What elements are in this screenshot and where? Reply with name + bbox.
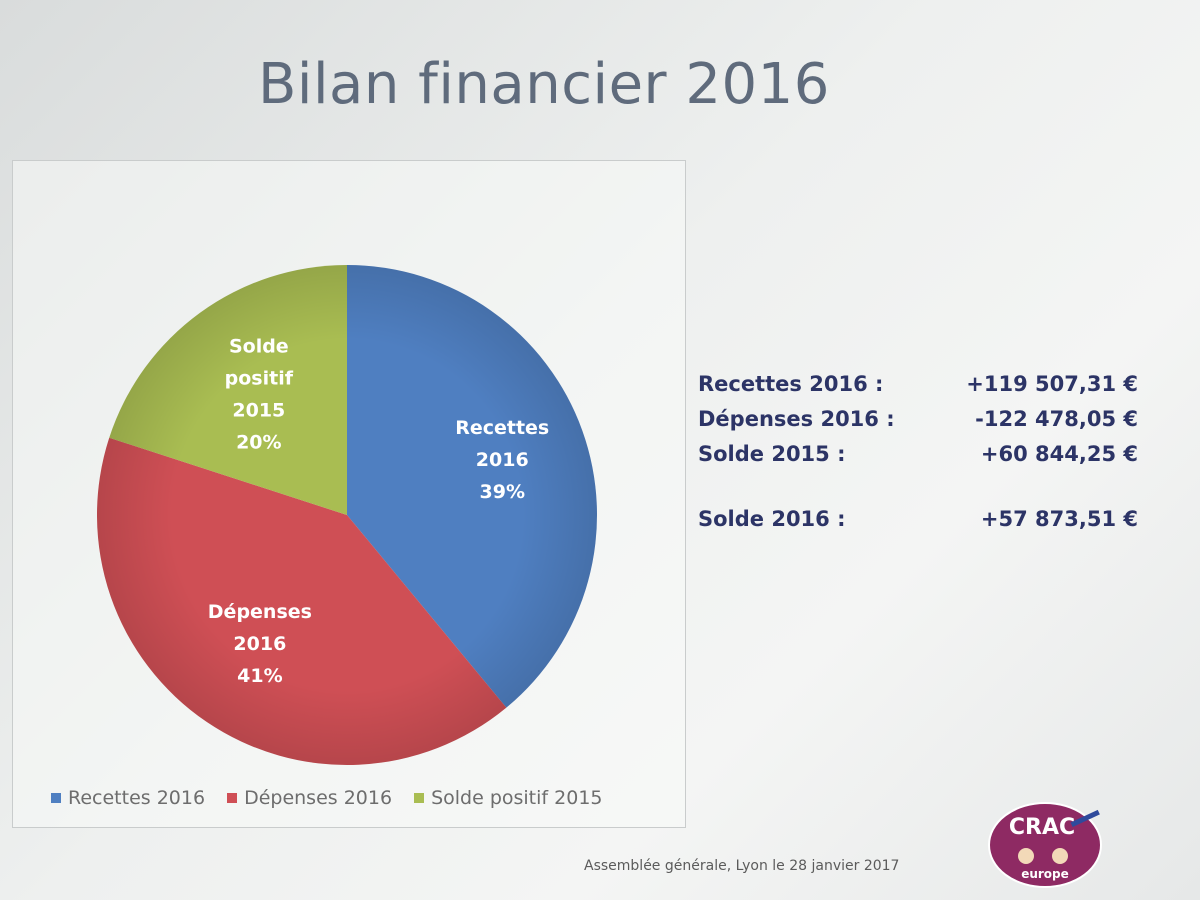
summary-total-value: +57 873,51 €: [980, 506, 1138, 531]
financial-summary: Recettes 2016 : +119 507,31 € Dépenses 2…: [698, 366, 1138, 536]
summary-value: -122 478,05 €: [975, 406, 1138, 431]
slice-label-3: Solde positif 2015 20%: [225, 336, 294, 454]
crac-europe-logo: CRAC europe: [988, 802, 1102, 888]
legend-label: Dépenses 2016: [244, 787, 393, 809]
slice-label-2: Dépenses 2016 41%: [208, 601, 312, 687]
summary-row-depenses: Dépenses 2016 : -122 478,05 €: [698, 401, 1138, 436]
summary-row-solde-2015: Solde 2015 : +60 844,25 €: [698, 436, 1138, 471]
summary-total-label: Solde 2016 :: [698, 506, 846, 531]
legend-item-2: Dépenses 2016: [227, 787, 392, 809]
summary-row-recettes: Recettes 2016 : +119 507,31 €: [698, 366, 1138, 401]
summary-value: +60 844,25 €: [980, 441, 1138, 466]
summary-label: Recettes 2016 :: [698, 371, 884, 396]
legend-swatch: [227, 793, 238, 803]
legend-label: Recettes 2016: [68, 787, 206, 809]
slide-footer: Assemblée générale, Lyon le 28 janvier 2…: [584, 858, 900, 874]
chart-legend: Recettes 2016 Dépenses 2016 Solde positif …: [51, 787, 603, 809]
legend-label: Solde positif 2015: [431, 787, 603, 809]
summary-label: Solde 2015 :: [698, 441, 846, 466]
pie-chart: Recettes 2016 39% Dépenses 2016 41% Solde posit…: [96, 265, 598, 766]
slide-title: Bilan financier 2016: [258, 52, 830, 117]
logo-text-bottom: europe: [1021, 867, 1069, 881]
summary-label: Dépenses 2016 :: [698, 406, 895, 431]
summary-value: +119 507,31 €: [966, 371, 1138, 396]
slice-label-1: Recettes 2016 39%: [455, 417, 549, 503]
chart-frame: Recettes 2016 39% Dépenses 2016 41% Solde posit…: [12, 160, 686, 828]
legend-item-1: Recettes 2016: [51, 787, 205, 809]
legend-swatch: [51, 793, 61, 803]
summary-row-solde-2016: Solde 2016 : +57 873,51 €: [698, 501, 1138, 536]
legend-item-3: Solde positif 2015: [414, 787, 603, 809]
logo-text-top: CRAC: [1009, 815, 1075, 840]
legend-swatch: [414, 793, 425, 803]
